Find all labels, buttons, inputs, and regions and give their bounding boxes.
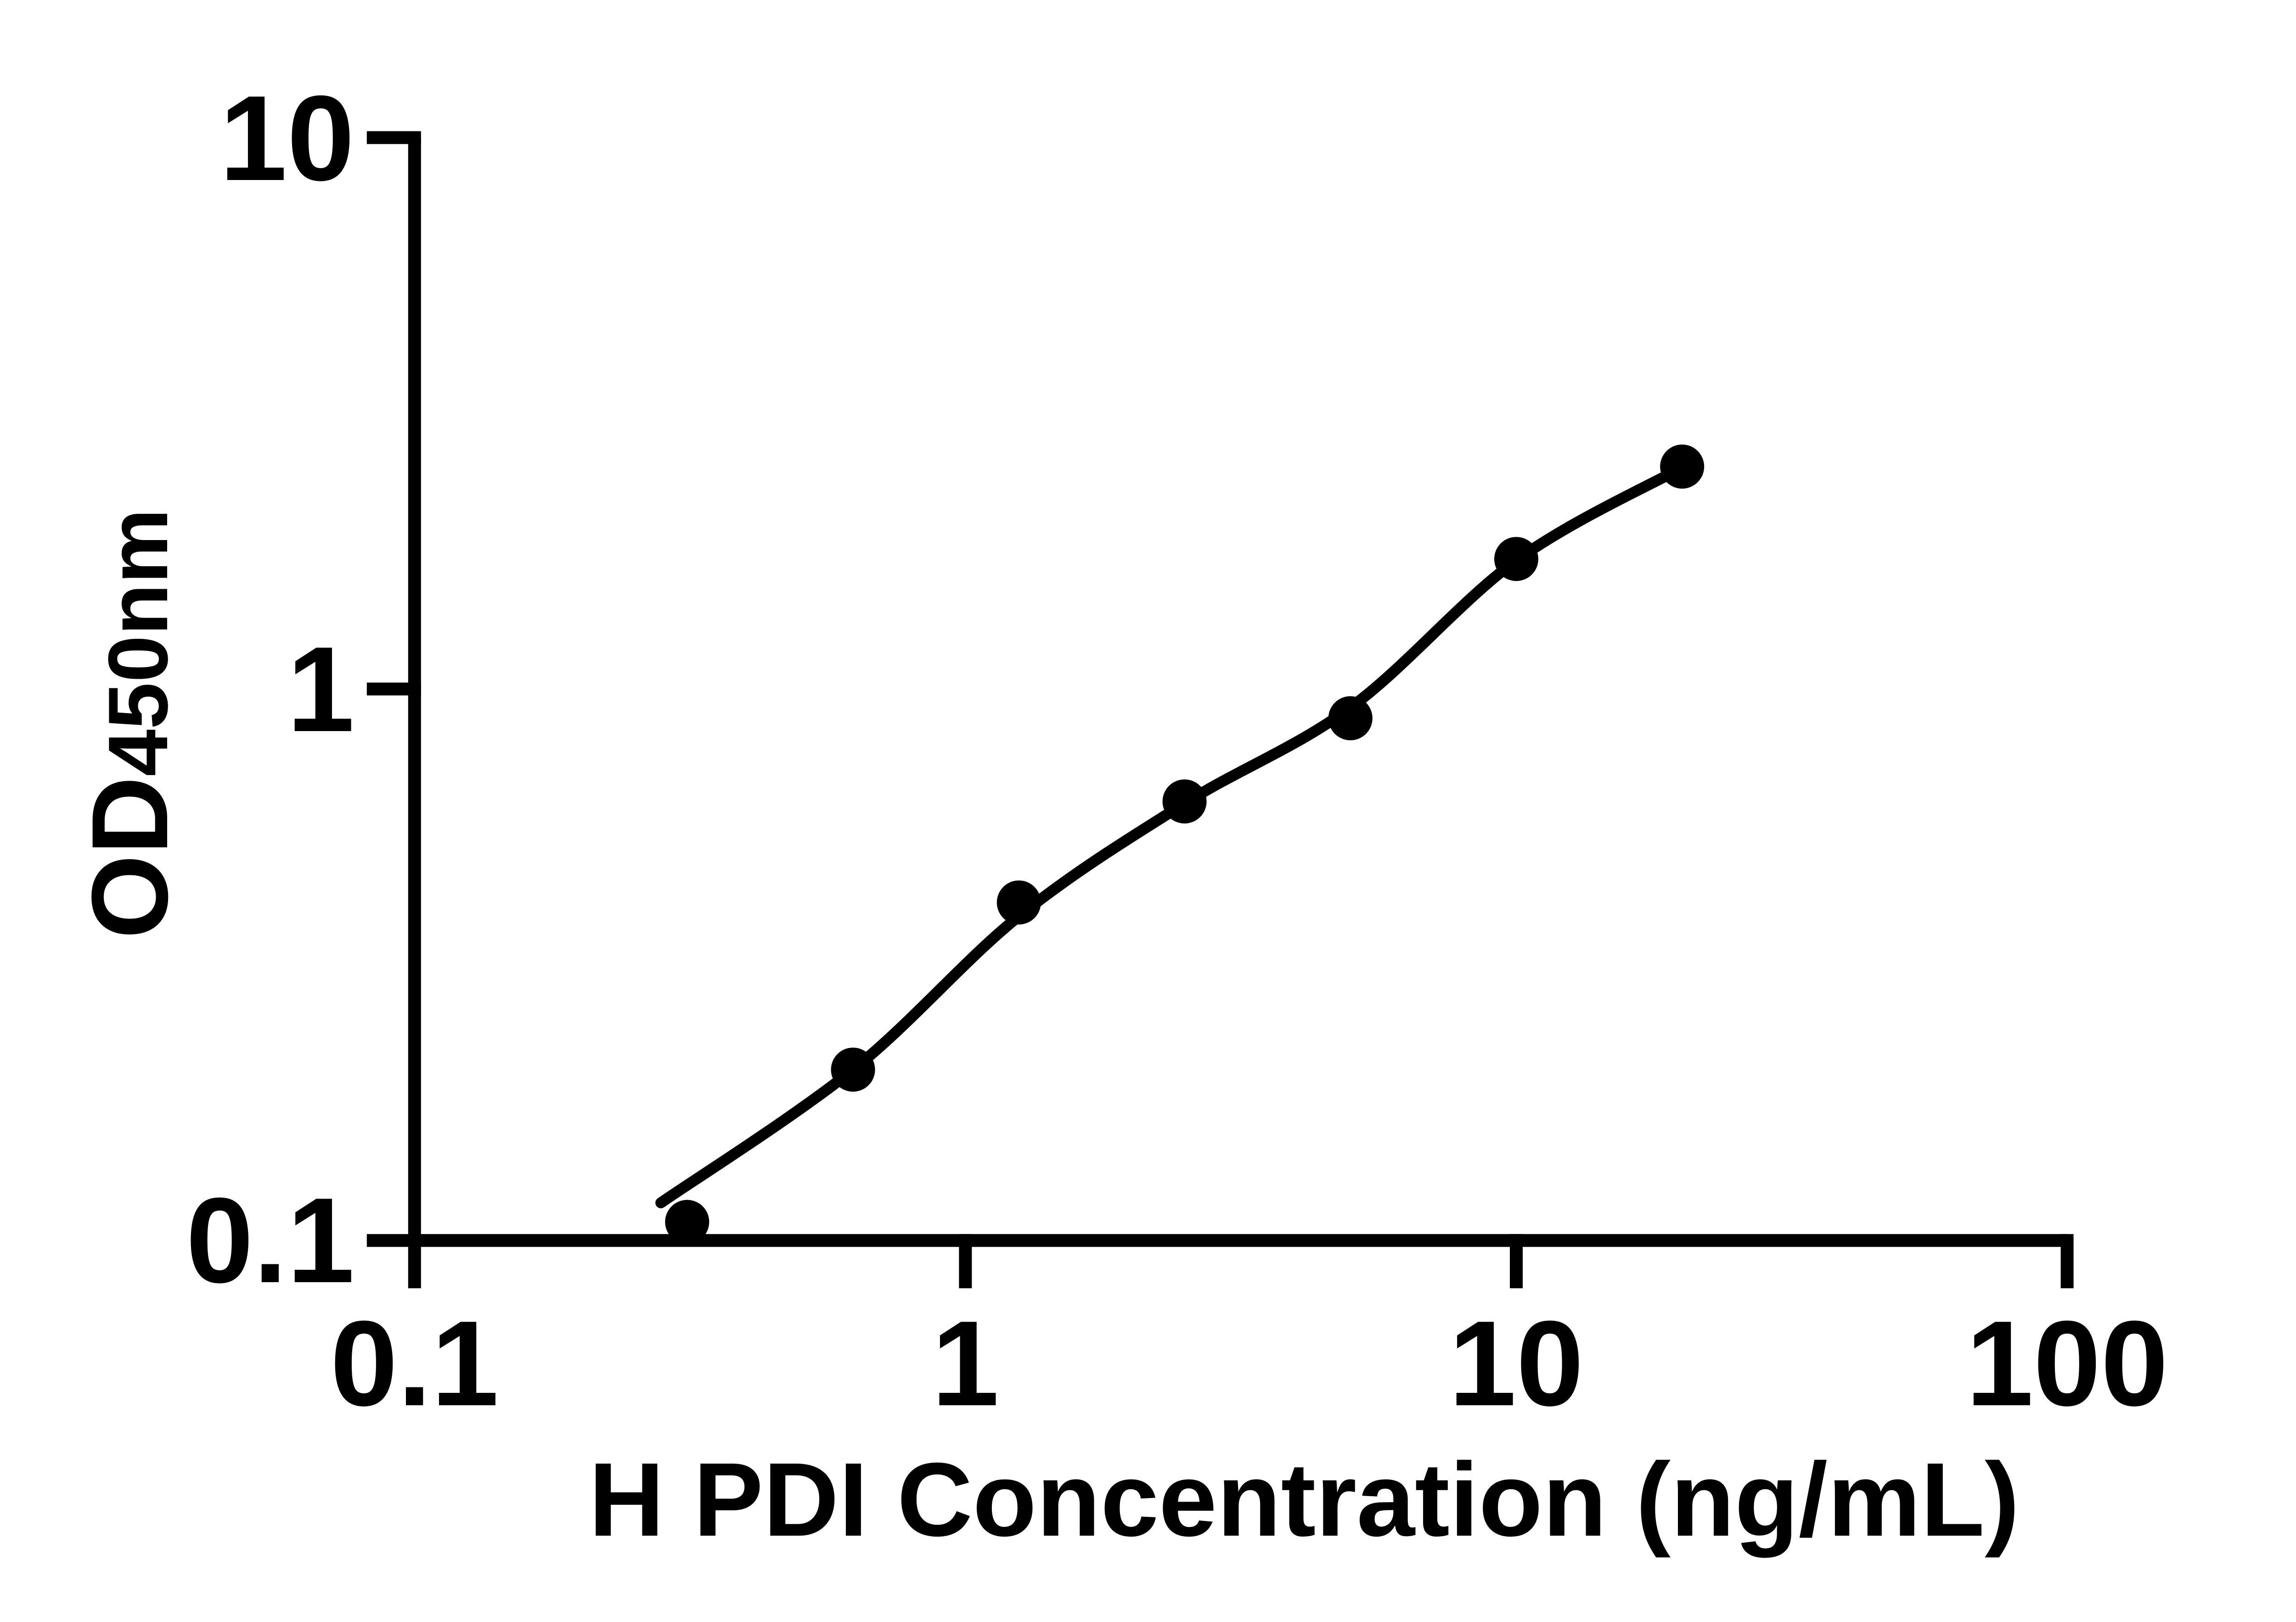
data-point: [996, 880, 1041, 925]
x-tick-label: 10: [1449, 1295, 1584, 1431]
fit-curve-line: [655, 462, 1688, 1209]
x-tick-label: 0.1: [330, 1295, 499, 1431]
x-tick-label: 100: [1966, 1295, 2168, 1431]
y-tick-label: 10: [219, 69, 355, 206]
axis-lines: [408, 138, 2067, 1247]
data-points: [665, 445, 1705, 1244]
data-point: [1494, 537, 1538, 581]
data-point: [1162, 779, 1207, 824]
y-axis-title-subscript: 450nm: [90, 508, 186, 777]
x-axis-title-text: H PDI Concentration (ng/mL): [589, 1442, 2020, 1560]
data-point: [831, 1048, 875, 1092]
y-tick-label: 1: [287, 621, 355, 757]
x-axis-title: H PDI Concentration (ng/mL): [0, 1448, 2296, 1554]
y-axis-title-main: OD: [70, 776, 191, 939]
data-point: [1660, 445, 1705, 489]
y-axis-title: OD 450nm: [70, 173, 224, 1275]
y-tick-label: 0.1: [186, 1172, 355, 1309]
tick-marks: [366, 131, 2074, 1289]
x-tick-label: 1: [931, 1295, 999, 1431]
data-point: [1328, 696, 1373, 740]
data-point: [665, 1200, 709, 1244]
